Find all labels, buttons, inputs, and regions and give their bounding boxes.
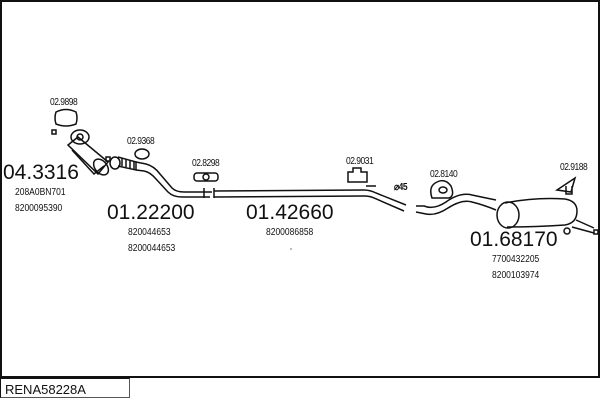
catalytic-converter-04-3316 (66, 129, 110, 176)
part-ref-02-8298: 02.8298 (192, 158, 220, 169)
oe-number: 7700432205 (492, 254, 540, 265)
gasket-02-9368 (134, 148, 150, 160)
oe-number: 8200095390 (15, 203, 63, 214)
hanger-02-8140 (430, 179, 454, 199)
part-ref-01-42660: 01.42660 (246, 201, 334, 224)
part-ref-02-9368: 02.9368 (127, 136, 155, 147)
pipe-diameter-label: ⌀45 (394, 182, 408, 193)
oe-number: 208A0BN701 (15, 187, 66, 198)
part-ref-01-68170: 01.68170 (470, 228, 558, 251)
middle-pipe-01-42660 (213, 185, 407, 212)
oe-number: 8200086858 (266, 227, 314, 238)
oe-number: 8200044653 (128, 243, 176, 254)
bracket-02-9188 (554, 176, 577, 195)
part-ref-01-22200: 01.22200 (107, 201, 195, 224)
gasket-02-9898 (54, 108, 78, 127)
clamp-02-8298 (193, 172, 219, 198)
small-square (105, 156, 111, 162)
part-ref-04-3316: 04.3316 (3, 161, 79, 184)
diagram-frame (0, 0, 600, 378)
part-ref-02-8140: 02.8140 (430, 169, 458, 180)
oe-number: 820044653 (128, 227, 171, 238)
hanger-02-9031 (347, 167, 368, 183)
front-pipe-01-22200 (109, 156, 212, 198)
part-ref-02-9188: 02.9188 (560, 162, 588, 173)
rear-silencer-01-68170 (415, 193, 599, 235)
part-ref-02-9031: 02.9031 (346, 156, 374, 167)
diagram-code-box: RENA58228A (0, 378, 130, 398)
oe-number: 8200103974 (492, 270, 540, 281)
small-square (51, 129, 57, 135)
part-ref-02-9898: 02.9898 (50, 97, 78, 108)
diagram-code: RENA58228A (5, 382, 86, 397)
dot (290, 248, 292, 250)
